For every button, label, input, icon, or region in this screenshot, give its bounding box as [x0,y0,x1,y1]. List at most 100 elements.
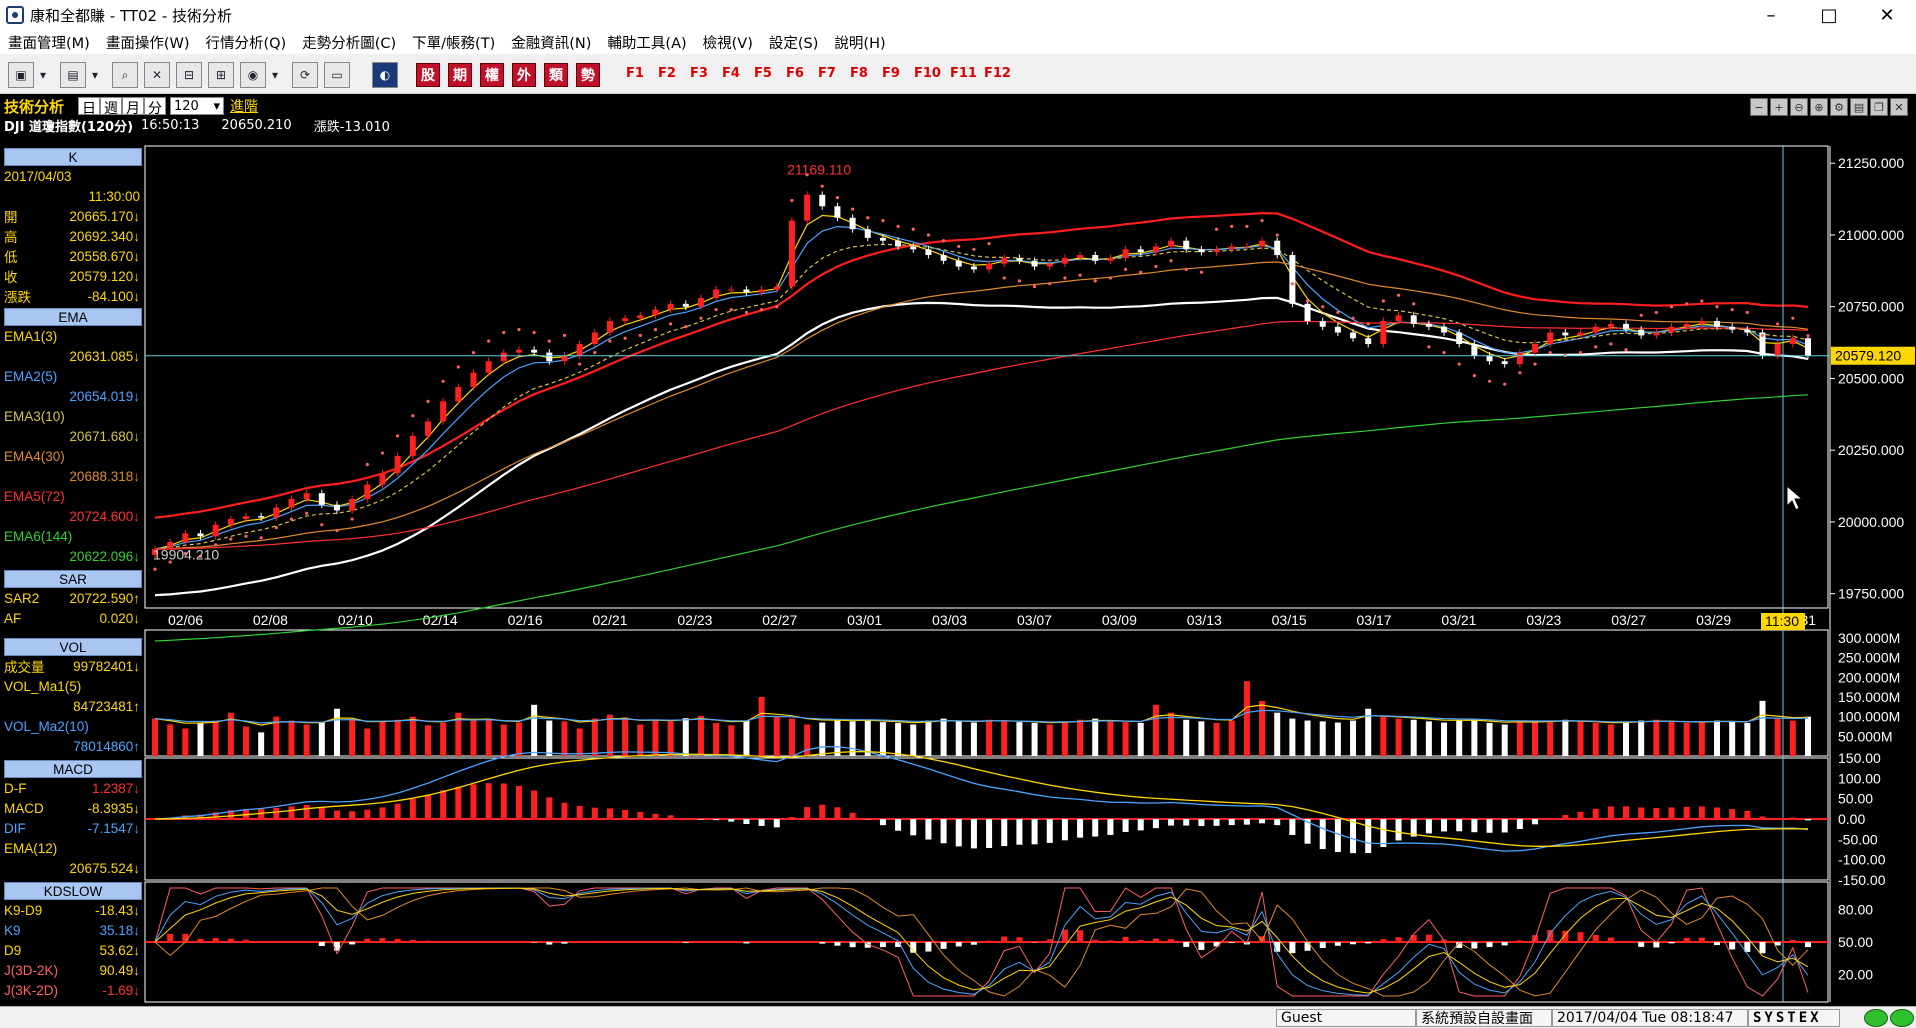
volume-bar [773,716,780,756]
macd-histogram-bar [1350,819,1357,854]
kd-histogram-bar [1046,939,1053,942]
period-month[interactable]: 月 [122,97,145,117]
volume-bar [1441,722,1448,756]
period-minute[interactable]: 分 [144,97,167,117]
magnify-plus-icon[interactable]: ⊕ [1810,98,1828,116]
menu-settings[interactable]: 設定(S) [768,35,819,52]
sar-dot [229,537,233,541]
kd-histogram-bar [1198,942,1205,950]
technical-chart[interactable]: 21250.000 21000.000 20750.000 20500.000 2025… [0,94,1916,1006]
stock-button[interactable]: 股 [416,63,440,87]
menu-view[interactable]: 檢視(V) [702,35,753,52]
foreign-button[interactable]: 外 [512,63,536,87]
candle-body [667,303,674,310]
volume-tick-label: 250.000M [1838,650,1900,666]
period-day[interactable]: 日 [78,97,101,117]
save-layout-icon[interactable]: ▤ [60,62,86,88]
close-button[interactable]: ✕ [1879,4,1895,26]
menu-quote-analysis[interactable]: 行情分析(Q) [205,35,287,52]
save-chart-icon[interactable]: ▤ [1850,98,1868,116]
menu-screen-operate[interactable]: 畫面操作(W) [105,35,190,52]
maximize-button[interactable]: □ [1820,4,1838,26]
zoom-icon[interactable]: ⌕ [112,62,138,88]
volume-bar [1183,719,1190,756]
zoom-out-icon[interactable]: − [1750,98,1768,116]
minimize-button[interactable]: – [1766,4,1776,26]
f7-key[interactable]: F7 [818,66,836,81]
f4-key[interactable]: F4 [722,66,740,81]
ema5-label: EMA5(72) [4,488,65,504]
volume-bar [440,722,447,756]
menu-trend-chart[interactable]: 走勢分析圖(C) [302,35,397,52]
d9-label: D9 [4,942,22,958]
volume-bar [1774,718,1781,756]
chart-settings-icon[interactable]: ⚙ [1830,98,1848,116]
kd-histogram-bar [1486,942,1493,948]
macd-histogram-bar [1683,806,1690,819]
menu-financial-info[interactable]: 金融資訊(N) [511,35,592,52]
save-dropdown-icon[interactable]: ▾ [91,68,99,82]
f11-key[interactable]: F11 [950,66,977,81]
sar2-label: SAR2 [4,590,40,606]
candle-body [834,206,841,218]
sync-icon[interactable]: ⟳ [292,62,318,88]
ema2-value: 20654.019↓ [69,388,140,404]
status-datetime: 2017/04/04 Tue 08:18:47 [1552,1009,1748,1027]
bar-count-select[interactable]: 120 ▾ [170,97,225,115]
sar-dot [684,325,688,329]
brand-icon[interactable]: ◐ [372,62,398,88]
coin-icon[interactable]: ◉ [240,62,266,88]
layout-dropdown-icon[interactable]: ▾ [39,68,47,82]
candle-body [1380,321,1387,344]
f9-key[interactable]: F9 [882,66,900,81]
f12-key[interactable]: F12 [984,66,1011,81]
ema5-value: 20724.600↓ [69,508,140,524]
candle-body [546,352,553,362]
sar-dot [547,339,551,343]
tile-horizontal-icon[interactable]: ⊟ [176,62,202,88]
monitor-icon[interactable]: ▭ [324,62,350,88]
f10-key[interactable]: F10 [914,66,941,81]
tile-vertical-icon[interactable]: ⊞ [208,62,234,88]
category-button[interactable]: 類 [544,63,568,87]
menu-screen-manage[interactable]: 畫面管理(M) [8,35,90,52]
candle-body [455,387,462,402]
copy-chart-icon[interactable]: ❐ [1870,98,1888,116]
volume-bar [591,718,598,756]
options-button[interactable]: 權 [480,63,504,87]
f2-key[interactable]: F2 [658,66,676,81]
candle-body [1046,263,1053,267]
f8-key[interactable]: F8 [850,66,868,81]
macd-histogram-bar [1577,811,1584,819]
magnify-minus-icon[interactable]: ⊖ [1790,98,1808,116]
sar-dot [1199,270,1203,274]
f3-key[interactable]: F3 [690,66,708,81]
zoom-in-icon[interactable]: + [1770,98,1788,116]
menu-order-account[interactable]: 下單/帳務(T) [412,35,496,52]
coin-dropdown-icon[interactable]: ▾ [271,68,279,82]
advanced-link[interactable]: 進階 [230,99,259,115]
volume-bar [743,720,750,756]
kd-histogram-bar [1714,942,1721,946]
futures-button[interactable]: 期 [448,63,472,87]
sar-dot [972,247,976,251]
macd-histogram-bar [910,819,917,836]
menu-help[interactable]: 說明(H) [834,35,886,52]
close-window-icon[interactable]: ✕ [144,62,170,88]
menu-tools[interactable]: 輔助工具(A) [607,35,687,52]
kd-histogram-bar [1759,942,1766,954]
close-chart-icon[interactable]: ✕ [1890,98,1908,116]
mouse-cursor-icon [1786,484,1804,511]
layout-icon[interactable]: ▣ [8,62,34,88]
df-value: 1.2387↓ [91,780,140,796]
f5-key[interactable]: F5 [754,66,772,81]
trend-button[interactable]: 勢 [576,63,600,87]
kd-histogram-bar [1092,939,1099,942]
f6-key[interactable]: F6 [786,66,804,81]
f1-key[interactable]: F1 [626,66,644,81]
sar-dot [850,207,855,211]
vol-panel-header: VOL [4,638,142,656]
volume-bar [1683,722,1690,756]
period-week[interactable]: 週 [100,97,123,117]
volume-bar [1562,719,1569,756]
